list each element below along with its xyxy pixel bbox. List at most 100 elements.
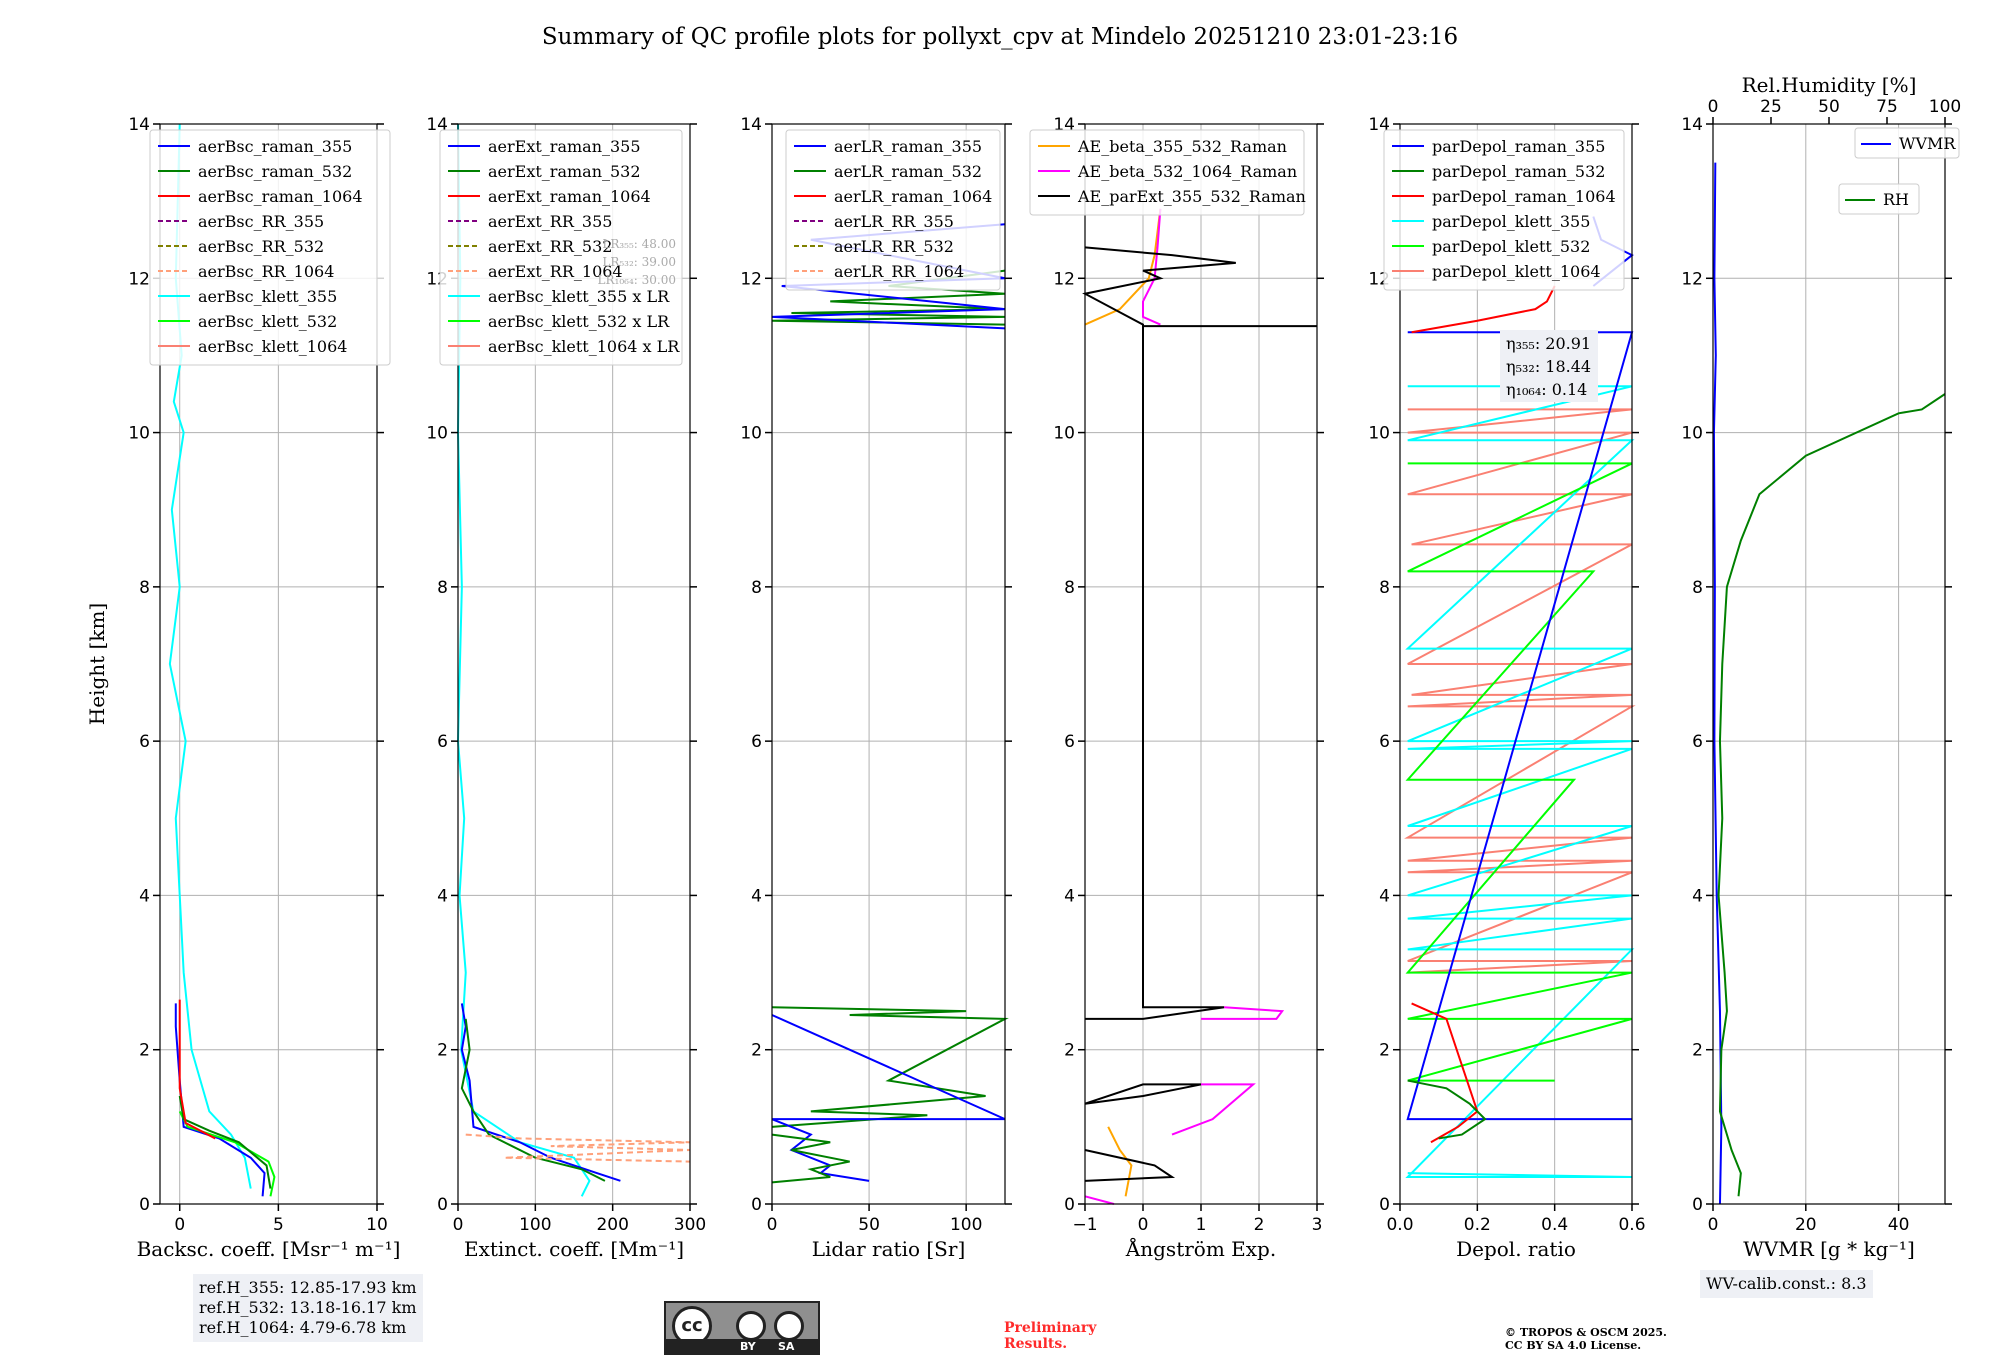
series-line-bsc-1 [174, 1003, 266, 1197]
panel-lr: 0 50 100 0 2 4 6 8 10 12 14 Lidar ratio [Sr] aerLR_r… [740, 115, 1012, 1261]
series-line-lr-3 [771, 1014, 1006, 1182]
legend-label: WVMR [1899, 134, 1956, 153]
axes-frame [457, 123, 691, 1205]
y-tick-label: 10 [740, 424, 762, 444]
series-line-ext-2 [460, 1018, 606, 1182]
top-x-tick-label: 100 [1929, 97, 1961, 117]
legend-label: aerBsc_klett_532 x LR [488, 312, 670, 331]
y-tick-label: 12 [740, 269, 762, 289]
panel-bsc: 0 5 10 0 2 4 6 8 10 12 14 Backsc. coeff. [Msr⁻¹ m⁻¹… [85, 115, 400, 1261]
series-line-ae-7 [1107, 1126, 1133, 1197]
series-line-ae-2 [1082, 246, 1317, 328]
y-tick-label: 6 [1692, 732, 1703, 752]
x-tick-label: 100 [519, 1215, 551, 1235]
legend-box [1029, 129, 1305, 216]
y-tick-label: 12 [1681, 269, 1703, 289]
legend-label: aerBsc_RR_1064 [198, 262, 334, 281]
y-tick-label: 0 [1692, 1195, 1703, 1215]
preliminary-notice: Preliminary Results. [1004, 1320, 1096, 1352]
series-line-depol-4 [1411, 285, 1556, 334]
y-tick-label: 14 [1368, 115, 1390, 135]
legend-label: aerBsc_raman_532 [198, 162, 352, 181]
y-tick-label: 14 [740, 115, 762, 135]
series-line-depol-5 [1411, 1002, 1479, 1144]
x-axis-label: Extinct. coeff. [Mm⁻¹] [464, 1237, 684, 1261]
copyright-line-2: CC BY SA 4.0 License. [1505, 1339, 1642, 1352]
legend-label: aerExt_RR_355 [488, 212, 612, 231]
x-tick-label: 10 [366, 1215, 388, 1235]
series-line-ext-0 [456, 123, 591, 1197]
legend-ext: aerExt_raman_355 aerExt_raman_532 aerExt_r… [439, 129, 683, 366]
axes-frame [159, 123, 378, 1205]
y-tick-label: 0 [437, 1195, 448, 1215]
cc-sa-label: SA [778, 1340, 795, 1353]
legend-label: parDepol_klett_532 [1432, 237, 1590, 256]
legend-label: aerBsc_RR_355 [198, 212, 324, 231]
x-tick-label: 0 [767, 1215, 778, 1235]
series-line-depol-1 [1405, 385, 1635, 1178]
legend-bsc: aerBsc_raman_355 aerBsc_raman_532 aerBsc_r… [149, 129, 391, 366]
preliminary-line-1: Preliminary [1004, 1320, 1097, 1336]
legend-box [149, 129, 391, 366]
legend-depol: parDepol_raman_355 parDepol_raman_532 parD… [1383, 129, 1625, 291]
y-tick-label: 6 [139, 732, 150, 752]
copyright-line-1: © TROPOS & OSCM 2025. [1505, 1326, 1667, 1339]
x-tick-label: 0.6 [1618, 1215, 1645, 1235]
y-tick-label: 4 [1692, 886, 1703, 906]
y-tick-label: 8 [751, 578, 762, 598]
x-tick-label: −1 [1072, 1215, 1097, 1235]
axes-frame [771, 123, 1006, 1205]
y-tick-label: 10 [128, 424, 150, 444]
series-line-bsc-3 [178, 1095, 272, 1189]
y-tick-label: 6 [1064, 732, 1075, 752]
y-tick-label: 8 [1379, 578, 1390, 598]
axes-frame [1712, 123, 1946, 1205]
axes-frame [1399, 123, 1633, 1205]
top-x-tick-label: 75 [1876, 97, 1898, 117]
lr-annotation: LR₅₃₂: 39.00 [602, 255, 676, 269]
y-tick-label: 14 [128, 115, 150, 135]
legend-label: aerBsc_klett_355 [198, 287, 337, 306]
x-tick-label: 0 [1708, 1215, 1719, 1235]
y-tick-label: 4 [1379, 886, 1390, 906]
wv-calibration-box: WV-calib.const.: 8.3 [1700, 1270, 1873, 1298]
series-line-lr-4 [771, 1133, 850, 1184]
top-x-tick-label: 25 [1760, 97, 1782, 117]
y-tick-label: 2 [751, 1041, 762, 1061]
x-axis-label: WVMR [g * kg⁻¹] [1743, 1237, 1915, 1261]
eta-box-bg [1500, 330, 1598, 402]
x-tick-label: 0.4 [1541, 1215, 1568, 1235]
x-tick-label: 200 [596, 1215, 628, 1235]
eta-annotation: η₅₃₂: 18.44 [1506, 357, 1591, 376]
y-tick-label: 2 [1692, 1041, 1703, 1061]
y-tick-label: 2 [1379, 1041, 1390, 1061]
x-tick-label: 40 [1888, 1215, 1910, 1235]
series-line-depol-0 [1404, 408, 1636, 974]
y-tick-label: 12 [128, 269, 150, 289]
legend-label: aerBsc_raman_1064 [198, 187, 363, 206]
series-line-bsc-0 [168, 123, 252, 1189]
y-tick-label: 8 [1064, 578, 1075, 598]
y-tick-label: 8 [139, 578, 150, 598]
y-tick-label: 8 [437, 578, 448, 598]
legend-label: aerBsc_klett_532 [198, 312, 337, 331]
top-x-axis-label: Rel.Humidity [%] [1742, 73, 1917, 97]
series-line-ae-8 [1084, 1149, 1176, 1182]
legend-label: parDepol_raman_355 [1432, 137, 1605, 156]
legend-box [1383, 129, 1625, 291]
x-tick-label: 0 [1138, 1215, 1149, 1235]
x-tick-label: 20 [1795, 1215, 1817, 1235]
y-tick-label: 10 [1053, 424, 1075, 444]
x-tick-label: 100 [950, 1215, 982, 1235]
y-tick-label: 4 [437, 886, 448, 906]
legend-label: AE_parExt_355_532_Raman [1077, 187, 1306, 206]
legend-box [785, 129, 1001, 291]
x-tick-label: 0.2 [1464, 1215, 1491, 1235]
y-tick-label: 12 [1053, 269, 1075, 289]
x-tick-label: 0 [174, 1215, 185, 1235]
legend-label: aerBsc_klett_355 x LR [488, 287, 670, 306]
series-line-lr-2 [771, 1006, 1009, 1128]
series-line-ae-6 [1171, 1083, 1256, 1136]
